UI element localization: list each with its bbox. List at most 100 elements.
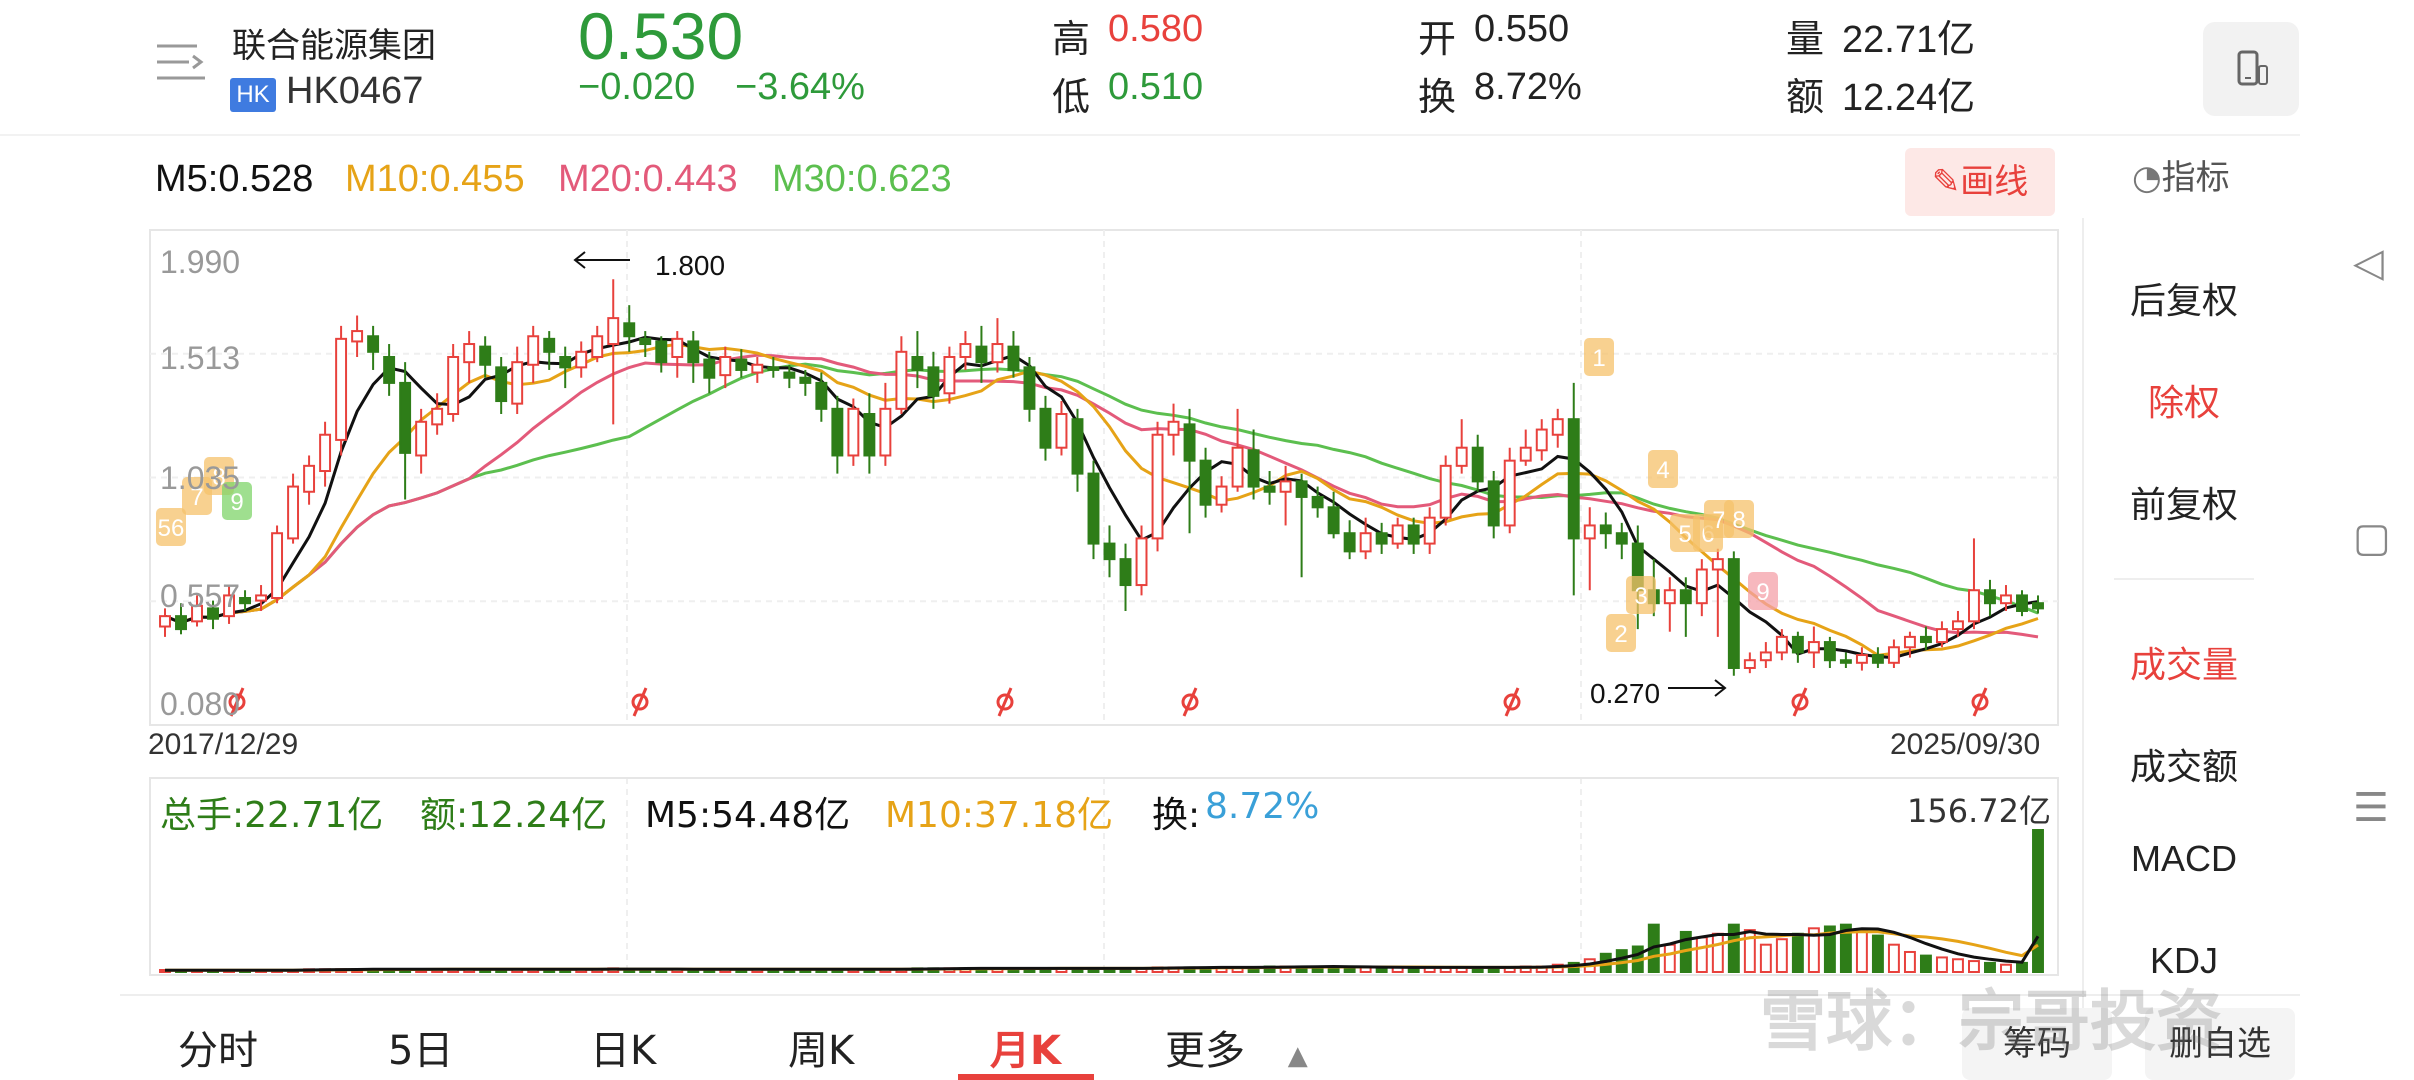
- candle: [1215, 485, 1228, 506]
- tab-intraday[interactable]: 分时: [178, 1028, 258, 1074]
- event-marker: [1792, 687, 1808, 717]
- volume-bar: [1839, 923, 1852, 974]
- candle: [1119, 558, 1132, 587]
- menu-icon[interactable]: [155, 40, 207, 90]
- ma20-value: M20:0.443: [558, 158, 738, 200]
- tab-5day[interactable]: 5日: [388, 1028, 454, 1074]
- draw-line-button[interactable]: ✎画线: [1905, 148, 2055, 216]
- kdj-indicator-button[interactable]: KDJ: [2149, 940, 2218, 981]
- price-change-percent: −3.64%: [735, 66, 865, 108]
- signal-tag: [1606, 614, 1636, 652]
- volume-plot-border: [149, 777, 2059, 976]
- tab-daily[interactable]: 日K: [590, 1028, 657, 1074]
- signal-tag-label: 1: [1592, 345, 1605, 372]
- candle: [1711, 558, 1724, 571]
- current-price: 0.530: [578, 0, 744, 73]
- start-date-label: 2017/12/29: [148, 728, 299, 761]
- volume-bar: [1759, 943, 1772, 974]
- candle: [1855, 654, 1868, 664]
- signal-tag-label: 4: [1656, 457, 1669, 484]
- header-divider: [0, 134, 2300, 136]
- candle: [1375, 532, 1388, 545]
- candle: [1839, 659, 1852, 664]
- amount-indicator-button[interactable]: 成交额: [2129, 747, 2238, 788]
- candle: [815, 381, 828, 410]
- candle: [351, 330, 364, 343]
- candle: [1823, 641, 1836, 662]
- phone-view-button[interactable]: [2203, 22, 2299, 116]
- candle: [1679, 589, 1692, 605]
- candle: [991, 343, 1004, 364]
- candle: [1327, 506, 1340, 535]
- signal-tag-label: 2: [1614, 621, 1627, 648]
- signal-tag-label: 56: [158, 515, 185, 542]
- candle: [783, 371, 796, 379]
- candle: [463, 343, 476, 364]
- volume-bar: [1775, 938, 1788, 974]
- signal-tag-label: 8: [1732, 507, 1745, 534]
- tab-monthly[interactable]: 月K: [990, 1028, 1061, 1074]
- indicator-button[interactable]: ◔指标: [2132, 150, 2230, 199]
- candle: [1007, 345, 1020, 371]
- high-arrow-head: [573, 251, 586, 269]
- candle: [1183, 423, 1196, 462]
- candle: [735, 358, 748, 371]
- volume-max-label: 156.72亿: [1907, 792, 2051, 830]
- adjust-none-button[interactable]: 除权: [2147, 383, 2220, 424]
- volume-ma-lines: [165, 927, 2040, 972]
- event-marker: [1182, 687, 1198, 717]
- amount-label: 额: [1786, 75, 1825, 119]
- event-marker: [1972, 687, 1988, 717]
- recents-nav-icon[interactable]: ☰: [2353, 785, 2389, 831]
- candle: [1199, 459, 1212, 506]
- volume-bar: [1919, 954, 1932, 973]
- tabs-divider: [120, 994, 2300, 996]
- price-change: −0.020: [578, 66, 696, 108]
- back-nav-icon[interactable]: ◁: [2353, 240, 2384, 286]
- volume-label: 量: [1786, 17, 1825, 61]
- home-nav-icon[interactable]: ▢: [2353, 515, 2391, 561]
- draw-line-label: 画线: [1960, 162, 2029, 202]
- volume-bar: [1727, 923, 1740, 974]
- signal-tag: [1648, 450, 1678, 488]
- candle: [799, 376, 812, 384]
- volume-ma5: M5:54.48亿: [645, 795, 851, 836]
- chip-distribution-button[interactable]: 筹码: [1962, 1008, 2112, 1080]
- adjust-post-button[interactable]: 后复权: [2129, 281, 2238, 322]
- high-annotation: 1.800: [655, 250, 726, 281]
- volume-total: 总手:22.71亿: [160, 795, 384, 836]
- tab-more[interactable]: 更多 ▲: [1165, 1018, 1308, 1076]
- candle: [1583, 524, 1596, 540]
- candle: [447, 355, 460, 416]
- delete-watchlist-button[interactable]: 删自选: [2145, 1008, 2295, 1080]
- volume-indicator-button[interactable]: 成交量: [2129, 645, 2238, 686]
- signal-tag: [1670, 514, 1700, 552]
- macd-indicator-button[interactable]: MACD: [2131, 838, 2237, 879]
- candle: [1695, 568, 1708, 605]
- signal-tag: [1724, 500, 1754, 538]
- volume-bar: [1984, 961, 1996, 974]
- y-tick-label: 1.035: [160, 460, 241, 496]
- candle: [1759, 651, 1772, 662]
- candle: [1103, 542, 1116, 561]
- candle: [959, 343, 972, 358]
- candle: [1407, 524, 1420, 545]
- tab-weekly[interactable]: 周K: [788, 1028, 855, 1074]
- volume-bar: [1903, 950, 1916, 974]
- candle: [1807, 641, 1820, 654]
- candle: [1919, 635, 1932, 644]
- candle: [911, 355, 924, 371]
- low-value: 0.510: [1108, 66, 1204, 108]
- candle: [1151, 433, 1164, 540]
- candle: [1984, 589, 1996, 605]
- volume-bar: [1807, 927, 1820, 973]
- candle: [1055, 413, 1068, 449]
- candle: [1935, 628, 1948, 644]
- candle: [1615, 532, 1628, 545]
- candle: [1903, 635, 1916, 649]
- candle: [1247, 449, 1260, 488]
- adjust-pre-button[interactable]: 前复权: [2129, 485, 2238, 526]
- volume-bar: [1968, 960, 1980, 973]
- candle: [1023, 366, 1036, 410]
